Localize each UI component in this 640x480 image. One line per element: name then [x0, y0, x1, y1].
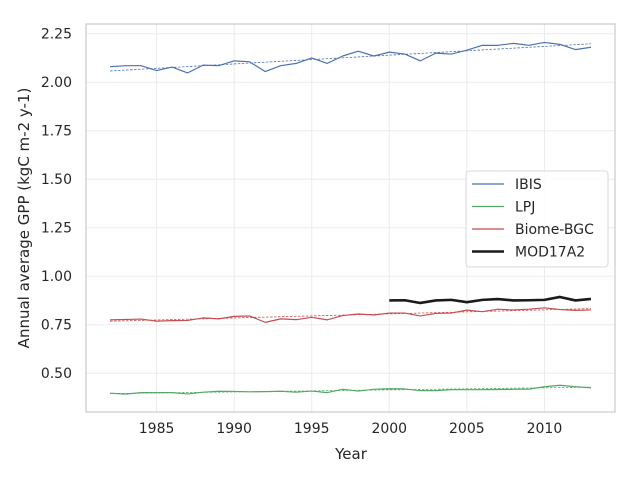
legend-label-ibis: IBIS: [515, 177, 542, 193]
y-tick-label: 0.50: [41, 366, 72, 382]
x-tick-label: 2000: [371, 421, 407, 437]
x-tick-label: 1990: [216, 421, 252, 437]
y-tick-label: 1.75: [41, 124, 72, 140]
legend-box: [465, 170, 609, 268]
x-axis-label: Year: [334, 445, 368, 463]
legend: IBIS LPJ Biome-BGC MOD17A2: [465, 170, 609, 268]
x-tick-label: 1995: [294, 421, 330, 437]
series-lines: [110, 41, 592, 395]
legend-label-biome-bgc: Biome-BGC: [515, 222, 594, 238]
x-tick-label: 2005: [449, 421, 485, 437]
y-axis-ticks: 0.50 0.75 1.00 1.25 1.50 1.75 2.00 2.25: [41, 27, 72, 383]
ibis-trend-line: [110, 43, 591, 72]
y-tick-label: 0.75: [41, 318, 72, 334]
x-tick-label: 1985: [139, 421, 175, 437]
x-axis-ticks: 1985 1990 1995 2000 2005 2010: [139, 421, 562, 437]
y-tick-label: 1.00: [41, 269, 72, 285]
mod17a2-series-line: [389, 295, 592, 305]
biome-bgc-series-line: [110, 307, 591, 323]
x-tick-label: 2010: [527, 421, 563, 437]
y-tick-label: 2.00: [41, 75, 72, 91]
legend-label-mod17a2: MOD17A2: [515, 245, 585, 261]
lpj-series-line: [110, 384, 591, 395]
legend-label-lpj: LPJ: [515, 200, 535, 216]
ibis-series-line: [110, 41, 592, 74]
y-tick-label: 1.50: [41, 172, 72, 188]
plot-frame: [85, 23, 616, 413]
y-tick-label: 1.25: [41, 221, 72, 237]
y-tick-label: 2.25: [41, 27, 72, 43]
y-axis-label: Annual average GPP (kgC m-2 y-1): [15, 88, 33, 349]
